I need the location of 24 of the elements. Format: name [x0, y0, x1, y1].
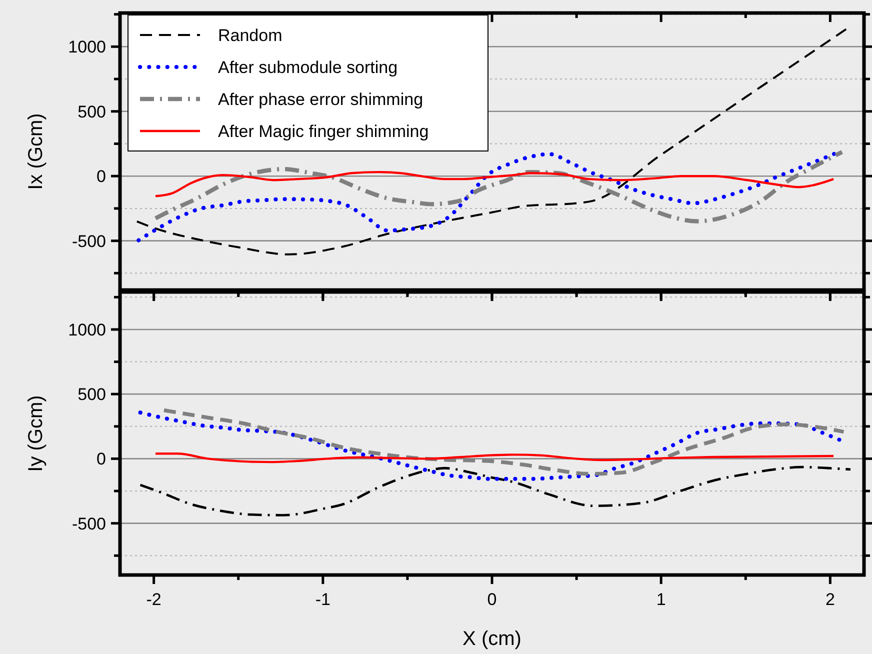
x-axis-title: X (cm) [462, 628, 522, 650]
line-series [136, 28, 848, 256]
legend-label: After submodule sorting [218, 58, 398, 77]
y-tick-label: 500 [78, 385, 106, 404]
legend-label: Random [218, 26, 282, 45]
x-tick-label: -2 [146, 590, 162, 609]
y-axis-title: Iy (Gcm) [25, 395, 47, 472]
y-tick-label: 0 [96, 167, 106, 186]
y-axis-title: Ix (Gcm) [25, 113, 47, 190]
y-tick-label: 0 [96, 450, 106, 469]
x-tick-label: 1 [656, 590, 666, 609]
y-tick-label: -500 [72, 514, 106, 534]
x-tick-label: 2 [825, 590, 835, 609]
line-series [139, 466, 852, 516]
y-tick-label: 500 [78, 102, 106, 122]
legend-label: After Magic finger shimming [218, 122, 429, 141]
x-tick-label: 0 [487, 590, 497, 609]
legend-label: After phase error shimming [218, 90, 424, 109]
line-series [154, 170, 835, 198]
x-tick-label: -1 [315, 590, 330, 609]
y-tick-label: -500 [72, 232, 106, 251]
y-tick-label: 1000 [68, 38, 106, 57]
y-tick-label: 1000 [68, 320, 106, 340]
line-series [154, 452, 835, 464]
